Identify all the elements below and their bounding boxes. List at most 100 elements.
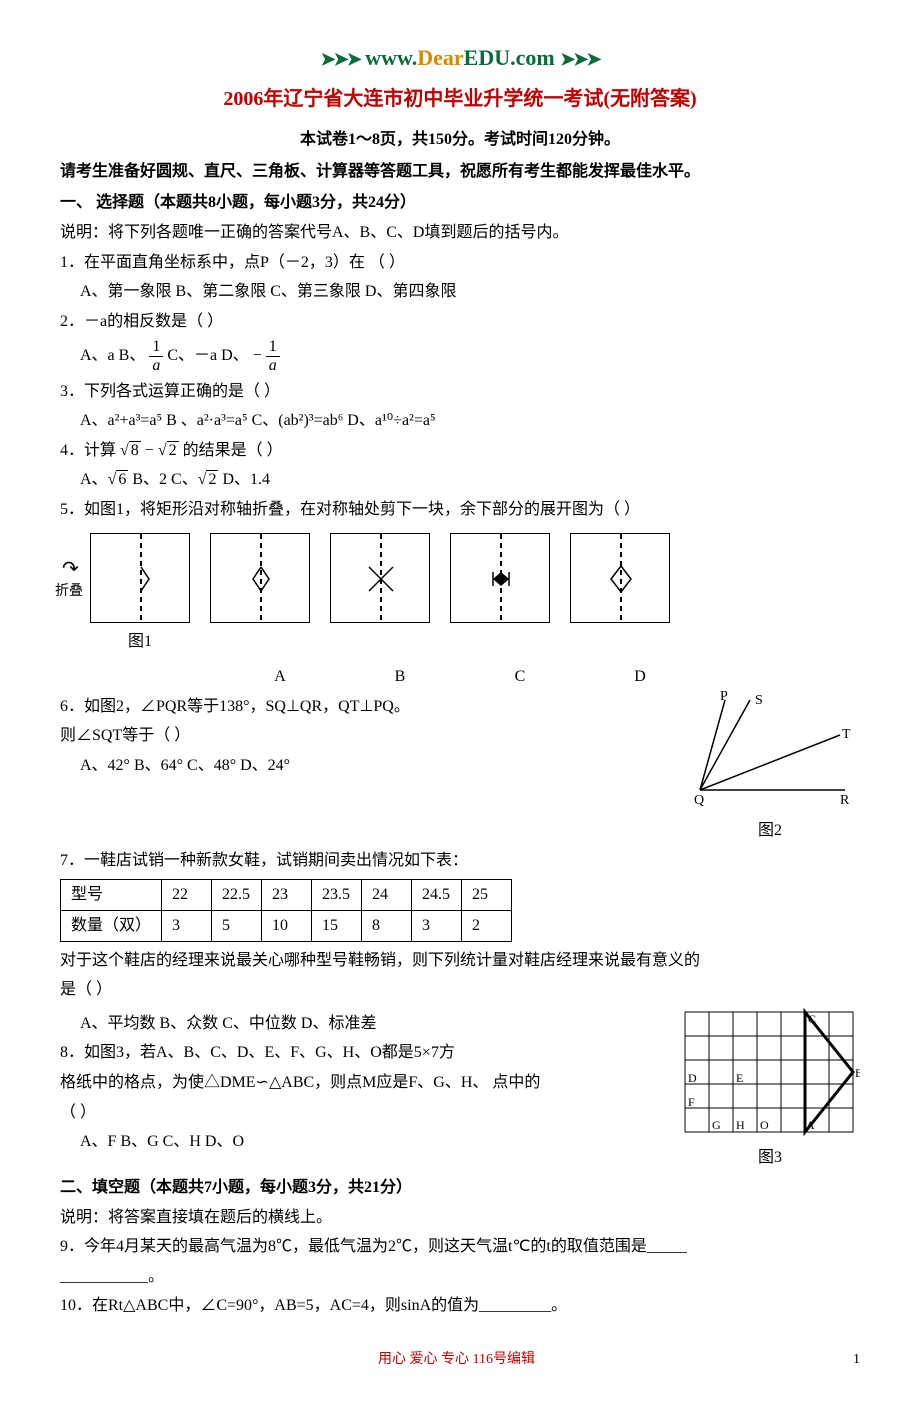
- q2-text: 2．－a的相反数是（ ）: [60, 309, 860, 335]
- exam-title: 2006年辽宁省大连市初中毕业升学统一考试(无附答案): [60, 83, 860, 115]
- pt-S: S: [755, 693, 763, 708]
- exam-subtitle: 本试卷1～8页，共150分。考试时间120分钟。: [60, 127, 860, 153]
- q4-b: B、2 C、: [132, 471, 197, 488]
- td-6: 3: [412, 911, 462, 942]
- q4-sqrt8: 8: [120, 438, 141, 464]
- q4-post: 的结果是（ ）: [183, 442, 283, 459]
- q2-neg: −: [253, 347, 262, 364]
- q7-table: 型号 22 22.5 23 23.5 24 24.5 25 数量（双） 3 5 …: [60, 879, 512, 941]
- pt-T: T: [842, 727, 851, 742]
- q2-a: A、a B、: [80, 347, 145, 364]
- pt-R: R: [840, 793, 850, 808]
- q2-frac1: 1a: [149, 338, 163, 374]
- q5-labelC: C: [470, 664, 570, 690]
- q8-fig-label: 图3: [680, 1145, 860, 1171]
- q10-text: 10．在Rt△ABC中，∠C=90°，AB=5，AC=4，则sinA的值为___…: [60, 1293, 860, 1319]
- q4-sqrt2: 2: [158, 438, 179, 464]
- svg-text:E: E: [736, 1071, 743, 1085]
- q5-labelD: D: [590, 664, 690, 690]
- q8-text2: 格纸中的格点，为使△DME∽△ABC，则点M应是F、G、H、 点中的: [60, 1070, 660, 1096]
- q4-options: A、6 B、2 C、2 D、1.4: [80, 467, 860, 493]
- q4-pre: 4．计算: [60, 442, 116, 459]
- q5-optC: [450, 533, 550, 623]
- q1-options: A、第一象限 B、第二象限 C、第三象限 D、第四象限: [80, 279, 860, 305]
- fig1-box: [90, 533, 190, 623]
- svg-text:H: H: [736, 1118, 745, 1132]
- arrow-left: ➤➤➤: [321, 49, 360, 69]
- svg-text:D: D: [688, 1071, 697, 1085]
- page-footer: 用心 爱心 专心 116号编辑 1: [60, 1349, 860, 1371]
- q5-labelB: B: [350, 664, 450, 690]
- section2-note: 说明：将答案直接填在题后的横线上。: [60, 1205, 860, 1231]
- td-2: 5: [212, 911, 262, 942]
- q2-frac2: 1a: [266, 338, 280, 374]
- th-3: 23: [262, 880, 312, 911]
- th-0: 型号: [61, 880, 162, 911]
- pt-P: P: [720, 690, 728, 704]
- q4-sqrt2b: 2: [198, 467, 219, 493]
- table-row: 数量（双） 3 5 10 15 8 3 2: [61, 911, 512, 942]
- q2-c: C、－a D、: [167, 347, 248, 364]
- q5-optB: [330, 533, 430, 623]
- q2-options: A、a B、 1a C、－a D、 − 1a: [80, 338, 860, 374]
- td-5: 8: [362, 911, 412, 942]
- td-0: 数量（双）: [61, 911, 162, 942]
- q5-labelA: A: [230, 664, 330, 690]
- fig1-label: 图1: [90, 629, 190, 655]
- q7-text2: 对于这个鞋店的经理来说最关心哪种型号鞋畅销，则下列统计量对鞋店经理来说最有意义的: [60, 948, 860, 974]
- th-2: 22.5: [212, 880, 262, 911]
- q7-text3: 是（ ）: [60, 977, 860, 1003]
- q9b-text: ___________。: [60, 1264, 860, 1290]
- q8-text1: 8．如图3，若A、B、C、D、E、F、G、H、O都是5×7方: [60, 1040, 660, 1066]
- page-number: 1: [853, 1349, 860, 1371]
- svg-text:C: C: [808, 1012, 816, 1026]
- q8-wrap: A、平均数 B、众数 C、中位数 D、标准差 8．如图3，若A、B、C、D、E、…: [60, 1007, 860, 1171]
- q6-text1: 6．如图2，∠PQR等于138°，SQ⊥QR，QT⊥PQ。: [60, 694, 660, 720]
- th-1: 22: [162, 880, 212, 911]
- td-7: 2: [462, 911, 512, 942]
- arrow-right: ➤➤➤: [560, 49, 599, 69]
- svg-text:B: B: [855, 1066, 860, 1080]
- q5-optA: [210, 533, 310, 623]
- q3-text: 3．下列各式运算正确的是（ ）: [60, 379, 860, 405]
- svg-text:A: A: [806, 1118, 815, 1132]
- q5-figures: ↷ 折叠 图1: [60, 533, 860, 655]
- q1-text: 1．在平面直角坐标系中，点P（－2，3）在 （ ）: [60, 250, 860, 276]
- logo-edu: EDU: [464, 45, 510, 70]
- logo-www: www.: [365, 45, 417, 70]
- td-4: 15: [312, 911, 362, 942]
- q6-figure: P S T Q R 图2: [680, 690, 860, 844]
- q8-figure: C B D E F G H O A 图3: [680, 1007, 860, 1171]
- section1-title: 一、 选择题（本题共8小题，每小题3分，共24分）: [60, 190, 860, 216]
- section2-title: 二、填空题（本题共7小题，每小题3分，共21分）: [60, 1175, 860, 1201]
- logo-dear: Dear: [417, 45, 463, 70]
- td-3: 10: [262, 911, 312, 942]
- exam-instruction: 请考生准备好圆规、直尺、三角板、计算器等答题工具，祝愿所有考生都能发挥最佳水平。: [60, 159, 860, 185]
- th-4: 23.5: [312, 880, 362, 911]
- q4-sqrt6: 6: [108, 467, 129, 493]
- fold-text: 折叠: [55, 581, 83, 603]
- q5-labels: A B C D: [110, 664, 860, 690]
- q8-options: A、F B、G C、H D、O: [80, 1129, 660, 1155]
- svg-text:G: G: [712, 1118, 721, 1132]
- table-row: 型号 22 22.5 23 23.5 24 24.5 25: [61, 880, 512, 911]
- q6-text2: 则∠SQT等于（ ）: [60, 723, 660, 749]
- th-7: 25: [462, 880, 512, 911]
- q4-d: D、1.4: [222, 471, 270, 488]
- q3-options: A、a²+a³=a⁵ B 、a²·a³=a⁵ C、(ab²)³=ab⁶ D、a¹…: [80, 408, 860, 434]
- q6-fig-label: 图2: [680, 818, 860, 844]
- q5-optD: [570, 533, 670, 623]
- th-5: 24: [362, 880, 412, 911]
- q6-wrap: 6．如图2，∠PQR等于138°，SQ⊥QR，QT⊥PQ。 则∠SQT等于（ ）…: [60, 690, 860, 844]
- svg-text:O: O: [760, 1118, 769, 1132]
- svg-text:F: F: [688, 1095, 695, 1109]
- q8-text3: （ ）: [60, 1100, 660, 1126]
- footer-center: 用心 爱心 专心 116号编辑: [378, 1349, 535, 1371]
- q7-options: A、平均数 B、众数 C、中位数 D、标准差: [80, 1011, 660, 1037]
- td-1: 3: [162, 911, 212, 942]
- th-6: 24.5: [412, 880, 462, 911]
- header-logo: ➤➤➤ www.DearEDU.com ➤➤➤: [60, 40, 860, 75]
- pt-Q: Q: [694, 793, 704, 808]
- q5-text: 5．如图1，将矩形沿对称轴折叠，在对称轴处剪下一块，余下部分的展开图为（ ）: [60, 497, 860, 523]
- q4-a: A、: [80, 471, 108, 488]
